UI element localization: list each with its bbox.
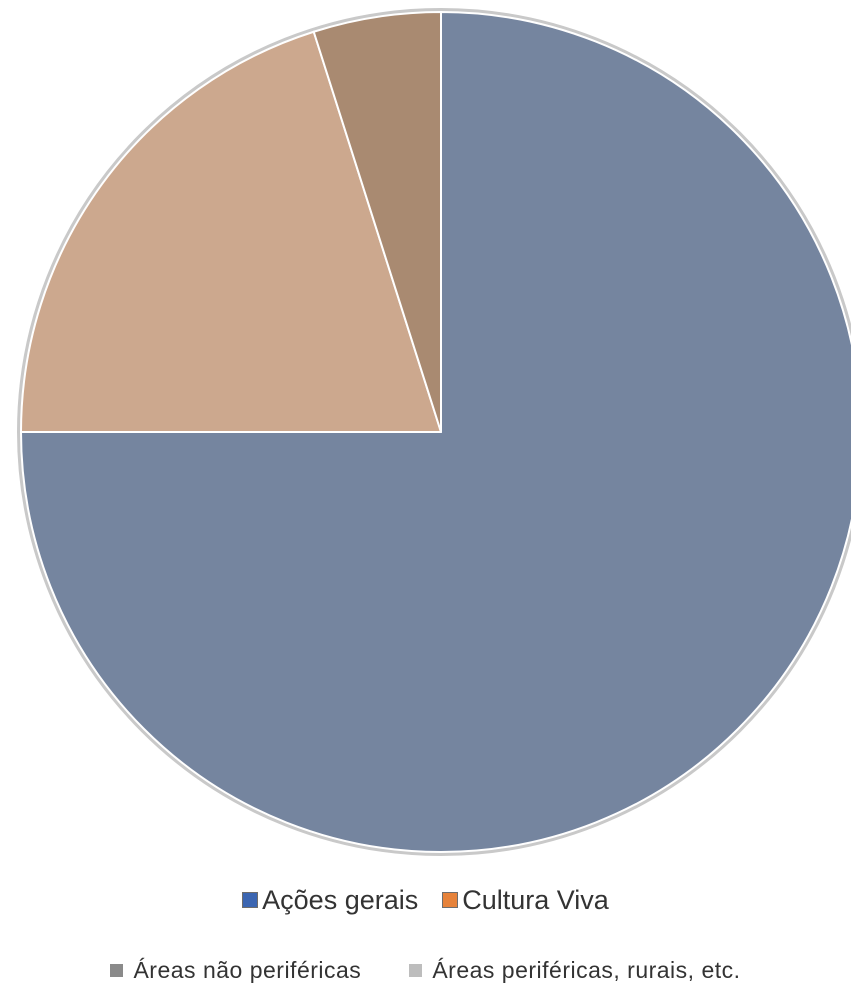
pie-chart-plot (17, 8, 851, 856)
legend-item-acoes-gerais: Ações gerais (242, 885, 418, 916)
legend-swatch-acoes-gerais (242, 892, 259, 908)
legend-label-areas-perifericas: Áreas periféricas, rurais, etc. (432, 956, 741, 983)
legend-label-cultura-viva: Cultura Viva (462, 884, 609, 915)
pie-slice-1 (20, 11, 851, 853)
pie-slice-3 (312, 11, 442, 433)
legend-swatch-areas-perifericas (409, 963, 423, 977)
pie-outline (17, 8, 851, 856)
legend-label-areas-nao-perifericas: Áreas não periféricas (133, 956, 362, 983)
legend-item-areas-nao-perifericas: Áreas não periféricas (110, 957, 361, 984)
pie-slice-2 (20, 30, 442, 433)
legend-label-acoes-gerais: Ações gerais (262, 884, 419, 915)
legend-swatch-cultura-viva (442, 892, 459, 908)
legend-swatch-areas-nao-perifericas (110, 963, 124, 977)
legend-row-2: Áreas não periféricas Áreas periféricas,… (0, 954, 851, 986)
legend-row-1: Ações gerais Cultura Viva (0, 880, 851, 920)
legend-item-areas-perifericas: Áreas periféricas, rurais, etc. (409, 957, 740, 984)
legend-item-cultura-viva: Cultura Viva (442, 885, 609, 916)
